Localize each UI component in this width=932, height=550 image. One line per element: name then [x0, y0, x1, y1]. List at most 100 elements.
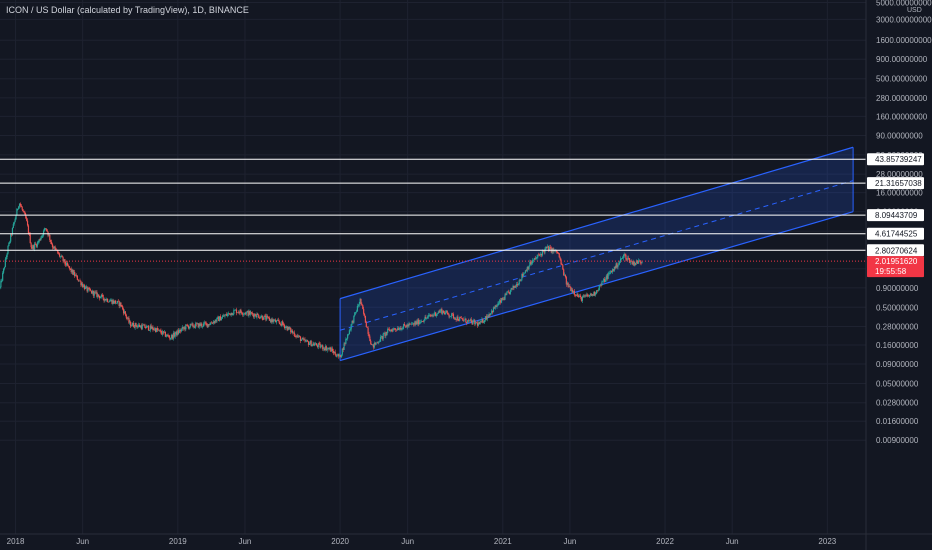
candle: [77, 279, 79, 282]
candle-body: [515, 284, 518, 287]
candle: [475, 320, 477, 326]
candle-body: [191, 323, 193, 325]
candle: [613, 266, 615, 272]
candle: [307, 339, 309, 342]
candle-body: [103, 298, 105, 301]
candle: [323, 347, 326, 352]
price-tick-label: 0.09000000: [876, 360, 919, 369]
candle-body: [343, 343, 345, 350]
channel-median-line[interactable]: [339, 180, 854, 331]
candle: [606, 273, 608, 281]
candle: [86, 286, 88, 293]
candle-body: [74, 271, 76, 277]
candle: [369, 334, 371, 342]
candle: [220, 316, 222, 321]
channel-upper-line[interactable]: [339, 146, 854, 300]
candle-body: [567, 282, 569, 287]
candle-body: [95, 291, 97, 293]
channel-lower-line[interactable]: [339, 211, 854, 362]
candle: [281, 320, 283, 328]
candle: [408, 321, 410, 328]
candle-body: [620, 258, 622, 262]
candle: [622, 254, 624, 261]
time-axis[interactable]: 2018 Jun 2019 Jun 2020 Jun 2021 Jun 2022 Jun 2023: [7, 537, 837, 546]
candle: [160, 328, 162, 335]
candle-body: [637, 260, 639, 264]
candle-body: [625, 254, 627, 260]
candle-body: [621, 258, 623, 259]
candle: [528, 265, 530, 271]
candle: [278, 319, 280, 325]
candle: [34, 241, 36, 252]
candle-body: [217, 317, 219, 318]
candle: [347, 333, 350, 336]
candle-body: [294, 335, 296, 337]
candle: [566, 281, 568, 286]
candle-body: [192, 323, 194, 327]
candle: [485, 314, 487, 321]
candle: [292, 331, 295, 334]
candle-body: [12, 224, 14, 228]
candle-body: [594, 291, 596, 295]
candle: [106, 298, 109, 303]
candle-body: [235, 309, 238, 314]
candle-body: [183, 327, 185, 329]
candle-body: [215, 320, 217, 322]
candle: [264, 314, 266, 317]
candle-body: [253, 314, 255, 317]
candle-body: [561, 264, 563, 266]
candle-body: [330, 347, 332, 352]
candle-body: [204, 322, 206, 324]
candle: [231, 312, 233, 316]
candle-body: [462, 319, 464, 321]
candle-body: [288, 326, 290, 329]
candle-body: [229, 313, 231, 316]
candle-body: [445, 310, 447, 313]
price-tick-label: 0.50000000: [876, 303, 919, 312]
price-axis[interactable]: 5000.00000000 3000.00000000 1600.00000000 9…: [876, 0, 932, 445]
candle: [250, 310, 252, 317]
candle: [614, 265, 616, 270]
candle-body: [108, 301, 110, 303]
candle: [601, 280, 603, 287]
candle-body: [208, 324, 210, 326]
candle-body: [90, 290, 92, 291]
candle: [595, 290, 598, 294]
candle: [515, 281, 518, 289]
candle-body: [306, 340, 308, 341]
candle-body: [226, 314, 228, 316]
candle: [133, 325, 135, 329]
candle: [81, 282, 83, 287]
candle-body: [115, 303, 118, 304]
candle: [209, 322, 211, 326]
candle-body: [74, 275, 77, 277]
symbol-title[interactable]: ICON / US Dollar (calculated by TradingV…: [6, 5, 249, 15]
candle: [587, 293, 589, 298]
candle: [162, 331, 165, 335]
candle: [461, 317, 463, 321]
candle: [456, 315, 458, 321]
price-level-tag: [867, 177, 924, 190]
candle-body: [26, 220, 29, 226]
candle-body: [203, 322, 206, 324]
candle-body: [546, 247, 548, 248]
candle: [205, 321, 207, 326]
candle-body: [517, 284, 519, 286]
candle: [620, 258, 623, 261]
candle-body: [42, 235, 44, 237]
candle-body: [427, 316, 429, 319]
candle: [478, 321, 480, 325]
candle: [176, 329, 178, 337]
candle: [491, 310, 494, 315]
candle: [355, 311, 357, 315]
time-tick-label: Jun: [401, 537, 414, 546]
candle-body: [531, 263, 533, 265]
parallel-channel[interactable]: [339, 146, 854, 362]
candle: [370, 339, 372, 345]
price-tick-label: 0.01600000: [876, 417, 919, 426]
horizontal-levels[interactable]: [0, 158, 866, 251]
time-tick-label: 2018: [7, 537, 25, 546]
candle-body: [323, 348, 326, 351]
candle-body: [583, 295, 585, 297]
